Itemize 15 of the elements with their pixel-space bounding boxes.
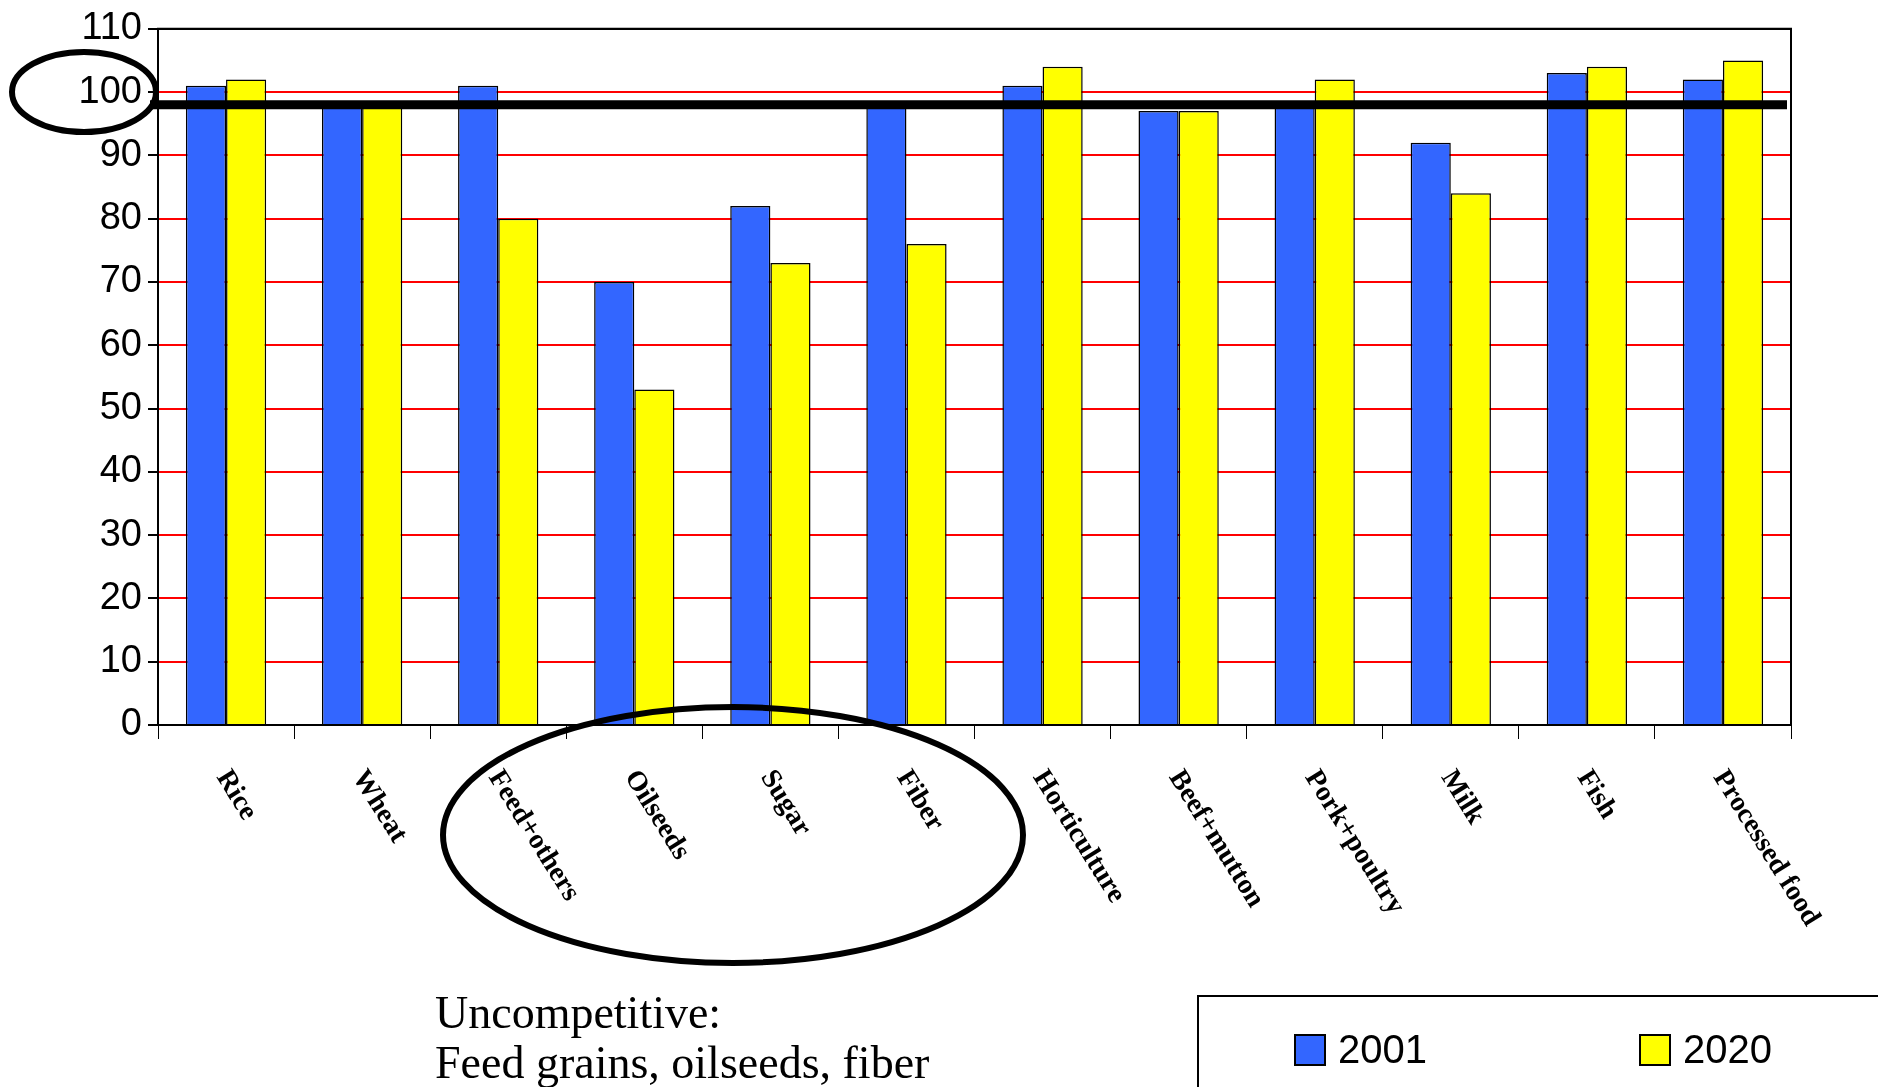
y-tick-label: 70 xyxy=(99,258,142,301)
y-tick-label: 20 xyxy=(99,574,142,617)
y-tick-label: 60 xyxy=(99,321,142,364)
legend-label: 2020 xyxy=(1683,1027,1772,1072)
y-tick-label: 0 xyxy=(120,701,142,744)
y-tick-label: 80 xyxy=(99,195,142,238)
legend-label: 2001 xyxy=(1338,1027,1427,1072)
y-tick-label: 40 xyxy=(99,448,142,491)
y-tick-label: 90 xyxy=(99,131,142,174)
y-tick-label: 110 xyxy=(81,5,142,48)
y-tick-label: 100 xyxy=(78,68,142,111)
text: Uncompetitive: xyxy=(435,987,722,1038)
y-tick-label: 50 xyxy=(99,385,142,428)
y-tick-label: 30 xyxy=(99,511,142,554)
y-tick-label: 10 xyxy=(99,638,142,681)
